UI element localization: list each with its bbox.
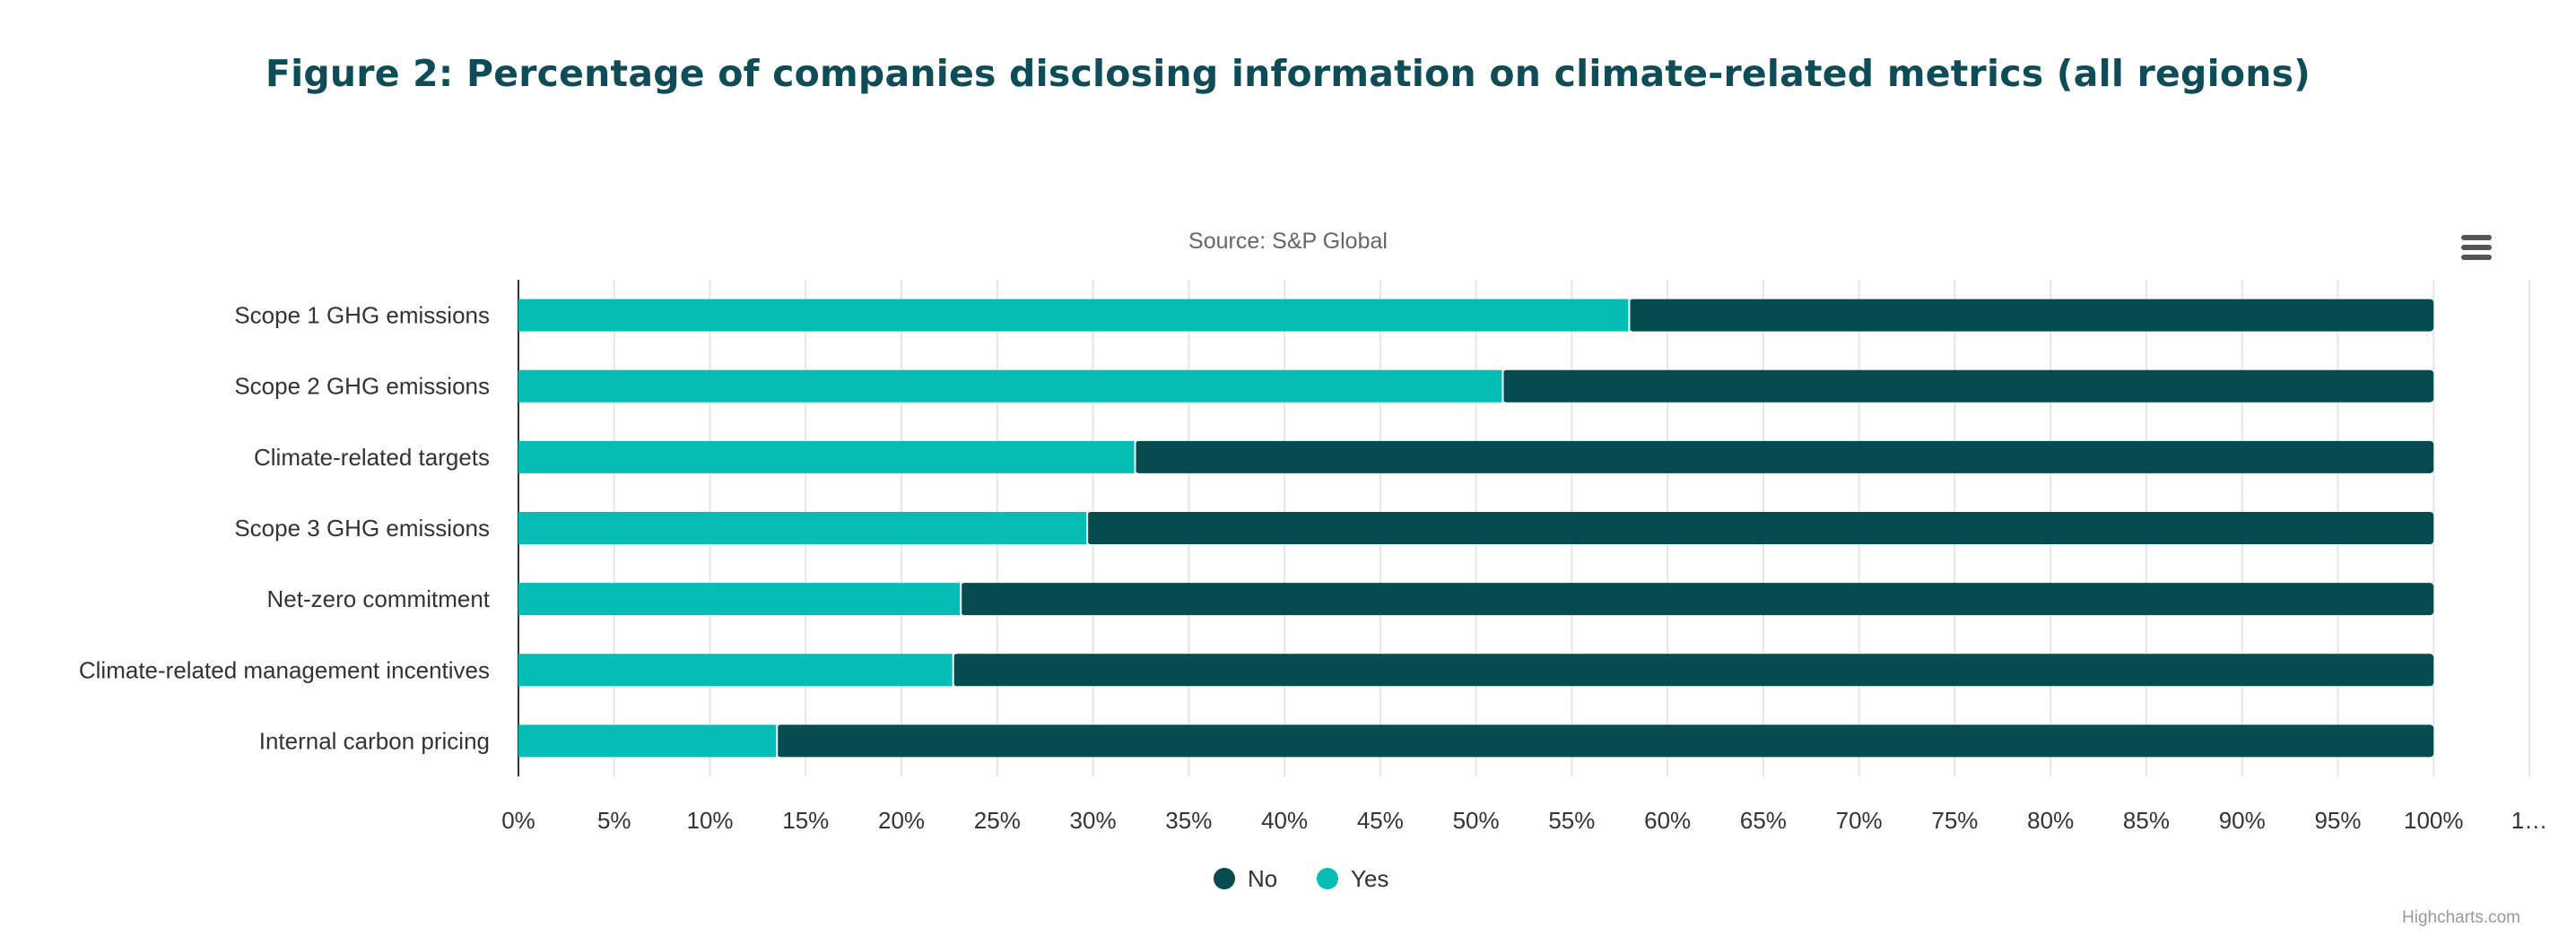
x-tick-label: 45% xyxy=(1357,807,1404,834)
x-tick-label: 10% xyxy=(687,807,734,834)
bar-no[interactable] xyxy=(1087,512,2434,544)
x-axis-ticks: 0% 5% 10% 15% 20% 25% 30% 35% 40% 45% 50% 55% 60% 65%… xyxy=(501,807,2547,834)
bar-yes[interactable] xyxy=(518,654,953,687)
highcharts-credit[interactable]: Highcharts.com xyxy=(2402,908,2520,927)
x-tick-label: 85% xyxy=(2123,807,2170,834)
chart-subtitle: Source: S&P Global xyxy=(1188,229,1388,254)
x-tick-label: 1… xyxy=(2511,807,2547,834)
x-tick-label: 0% xyxy=(501,807,535,834)
x-tick-label: 70% xyxy=(1836,807,1883,834)
bar-yes[interactable] xyxy=(518,724,778,758)
x-tick-label: 95% xyxy=(2314,807,2361,834)
x-tick-label: 5% xyxy=(597,807,631,834)
bar-no[interactable] xyxy=(1629,299,2434,332)
category-label: Internal carbon pricing xyxy=(259,727,490,754)
category-label: Scope 1 GHG emissions xyxy=(234,302,490,329)
legend-label: No xyxy=(1248,865,1277,892)
chart-title: Figure 2: Percentage of companies disclo… xyxy=(265,52,2311,95)
x-tick-label: 75% xyxy=(1931,807,1978,834)
legend-item-no[interactable]: No xyxy=(1214,865,1277,892)
bar-no[interactable] xyxy=(961,583,2434,616)
bar-yes[interactable] xyxy=(518,512,1088,544)
legend-item-yes[interactable]: Yes xyxy=(1317,865,1388,892)
x-tick-label: 60% xyxy=(1644,807,1691,834)
x-tick-label: 30% xyxy=(1070,807,1117,834)
bar-no[interactable] xyxy=(777,724,2434,758)
legend-symbol xyxy=(1317,868,1338,889)
x-tick-label: 55% xyxy=(1548,807,1595,834)
legend-label: Yes xyxy=(1351,865,1388,892)
x-tick-label: 100% xyxy=(2404,807,2464,834)
x-tick-label: 90% xyxy=(2219,807,2266,834)
x-tick-label: 50% xyxy=(1453,807,1500,834)
category-label: Net-zero commitment xyxy=(267,585,491,612)
x-tick-label: 80% xyxy=(2027,807,2074,834)
x-tick-label: 25% xyxy=(974,807,1021,834)
x-tick-label: 20% xyxy=(878,807,925,834)
x-tick-label: 35% xyxy=(1165,807,1212,834)
bar-yes[interactable] xyxy=(518,440,1136,473)
bar-no[interactable] xyxy=(953,654,2434,687)
x-tick-label: 40% xyxy=(1261,807,1308,834)
category-label: Climate-related management incentives xyxy=(79,656,490,683)
x-tick-label: 65% xyxy=(1740,807,1787,834)
bar-no[interactable] xyxy=(1135,440,2434,473)
hamburger-menu-icon[interactable] xyxy=(2458,235,2495,267)
bar-yes[interactable] xyxy=(518,583,962,616)
bar-no[interactable] xyxy=(1502,369,2434,403)
category-label: Scope 3 GHG emissions xyxy=(234,515,490,542)
bar-yes[interactable] xyxy=(518,369,1503,403)
category-labels: Scope 1 GHG emissions Scope 2 GHG emissio… xyxy=(79,302,491,755)
bars xyxy=(518,299,2434,758)
bar-yes[interactable] xyxy=(518,299,1630,332)
category-label: Climate-related targets xyxy=(254,444,490,471)
legend-symbol xyxy=(1214,868,1235,889)
legend: No Yes xyxy=(1214,865,1388,892)
x-tick-label: 15% xyxy=(782,807,829,834)
category-label: Scope 2 GHG emissions xyxy=(234,373,490,400)
